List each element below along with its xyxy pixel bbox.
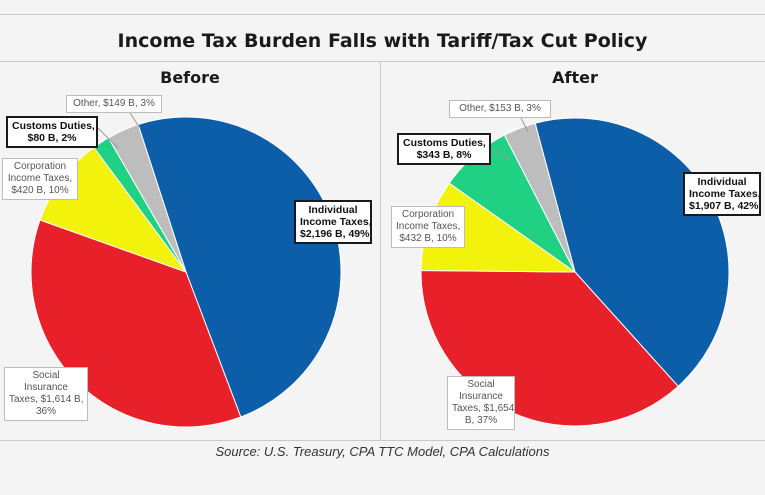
after-customs-leader-line	[490, 147, 511, 161]
label-line: Corporation	[401, 209, 455, 220]
label-line: $343 B, 8%	[416, 149, 472, 161]
label-line: Individual	[308, 204, 358, 216]
label-line: $432 B, 10%	[399, 233, 457, 244]
label-line: Individual	[697, 176, 747, 188]
label-line: 36%	[35, 406, 56, 417]
label-line: Income Taxes,	[7, 173, 73, 184]
after-customs-label: Customs Duties, $343 B, 8%	[397, 133, 491, 165]
after-other-leader-line	[519, 115, 529, 133]
after-corporation-label: Corporation Income Taxes, $432 B, 10%	[391, 206, 465, 248]
label-line: Insurance	[459, 391, 503, 402]
label-line: $420 B, 10%	[11, 185, 69, 196]
label-line: Taxes, $1,654	[452, 403, 515, 414]
before-customs-label: Customs Duties, $80 B, 2%	[6, 116, 98, 148]
label-line: Social	[32, 370, 60, 381]
label-line: $1,907 B, 42%	[689, 200, 759, 212]
label-line: Other, $153 B, 3%	[459, 103, 541, 114]
before-other-leader-line	[127, 109, 141, 129]
label-line: Income Taxes,	[396, 221, 461, 232]
label-line: Other, $149 B, 3%	[73, 98, 155, 109]
after-other-label: Other, $153 B, 3%	[449, 100, 551, 118]
label-line: Customs Duties,	[12, 120, 95, 132]
label-line: Income Taxes,	[689, 188, 761, 200]
before-other-label: Other, $149 B, 3%	[66, 95, 162, 113]
before-corporation-label: Corporation Income Taxes, $420 B, 10%	[2, 158, 78, 200]
before-panel-title: Before	[160, 68, 220, 87]
label-line: Corporation	[13, 161, 67, 172]
after-individual-label: Individual Income Taxes, $1,907 B, 42%	[683, 172, 761, 216]
top-rule	[0, 14, 765, 15]
label-line: Customs Duties,	[403, 137, 486, 149]
label-line: $80 B, 2%	[27, 132, 77, 144]
bottom-rule	[0, 440, 765, 441]
before-customs-leader-line	[97, 127, 119, 149]
source-note: Source: U.S. Treasury, CPA TTC Model, CP…	[215, 444, 550, 459]
label-line: B, 37%	[464, 415, 498, 426]
before-social-label: Social Insurance Taxes, $1,614 B, 36%	[4, 367, 88, 421]
after-panel-title: After	[552, 68, 598, 87]
title-rule	[0, 61, 765, 62]
after-other-slice	[503, 122, 576, 273]
label-line: Income Taxes,	[300, 216, 372, 228]
label-line: Taxes, $1,614 B,	[9, 394, 84, 405]
before-individual-label: Individual Income Taxes, $2,196 B, 49%	[294, 200, 372, 244]
panel-divider	[380, 62, 381, 440]
after-social-label: Social Insurance Taxes, $1,654 B, 37%	[447, 376, 515, 430]
label-line: Social	[467, 379, 495, 390]
chart-title: Income Tax Burden Falls with Tariff/Tax …	[117, 30, 648, 52]
label-line: Insurance	[24, 382, 68, 393]
label-line: $2,196 B, 49%	[300, 228, 370, 240]
